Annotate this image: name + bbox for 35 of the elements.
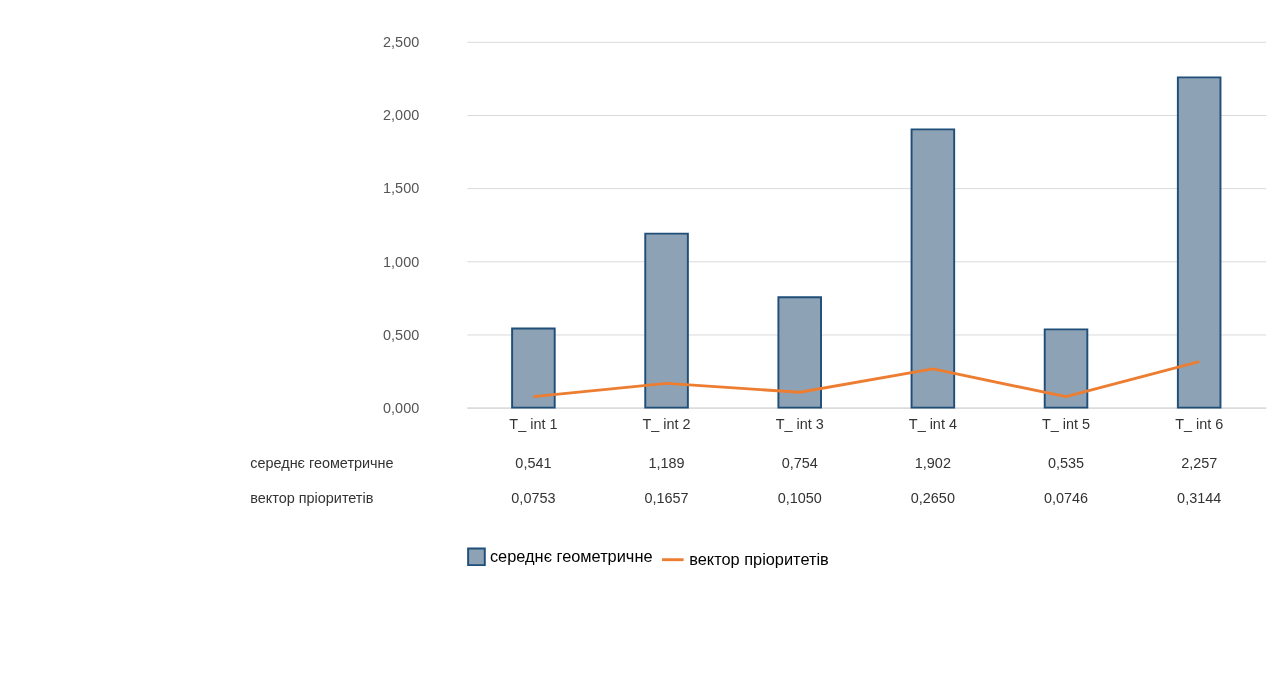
bar [1043, 328, 1089, 409]
y-tick-label: 0,500 [383, 326, 420, 343]
data-label: 0,1050 [777, 489, 822, 506]
line-series [531, 360, 1201, 399]
data-label: 1,902 [914, 455, 951, 472]
data-label: 0,0746 [1043, 489, 1089, 506]
bar [1176, 76, 1222, 409]
text: вектор пріоритетів [250, 489, 374, 506]
text: середнє геометричне [250, 455, 394, 472]
x-tick-label: T_ int 5 [1041, 416, 1091, 433]
data-label: 0,0753 [511, 489, 556, 506]
data-label: 0,3144 [1177, 489, 1222, 506]
x-tick-label: T_ int 6 [1175, 416, 1224, 433]
y-tick-label: 2,500 [383, 34, 420, 51]
data-label: 0,754 [781, 455, 818, 472]
bar [777, 296, 822, 409]
data-label: 0,541 [515, 455, 552, 472]
x-tick-label: T_ int 4 [908, 416, 957, 433]
y-tick-label: 2,000 [383, 107, 420, 124]
bar [511, 327, 556, 409]
x-tick-label: T_ int 2 [642, 416, 691, 433]
data-label: 0,1657 [644, 489, 689, 506]
data-label: 0,2650 [910, 489, 955, 506]
data-label: 1,189 [648, 455, 685, 472]
bar [644, 232, 689, 409]
data-label: 2,257 [1181, 455, 1218, 472]
legend-label: вектор пріоритетів [689, 549, 829, 568]
legend-label: середнє геометричне [489, 546, 653, 565]
y-tick-label: 1,000 [383, 253, 420, 270]
x-tick-label: T_ int 1 [509, 416, 558, 433]
y-tick-label: 1,500 [383, 180, 420, 197]
bar [910, 128, 956, 409]
data-label: 0,535 [1047, 455, 1085, 472]
x-tick-label: T_ int 3 [775, 416, 824, 433]
y-tick-label: 0,000 [383, 399, 420, 416]
